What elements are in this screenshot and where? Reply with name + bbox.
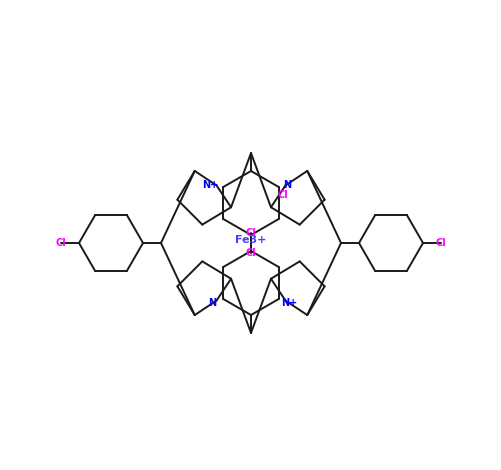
Text: Cl: Cl — [56, 238, 66, 248]
Text: N+: N+ — [282, 298, 298, 307]
Text: N: N — [208, 298, 216, 307]
Text: Cl: Cl — [245, 228, 257, 238]
Text: Cl: Cl — [278, 190, 289, 200]
Text: N+: N+ — [202, 180, 218, 190]
Text: Cl: Cl — [436, 238, 446, 248]
Text: Fe3+: Fe3+ — [235, 235, 267, 245]
Text: N: N — [284, 180, 292, 190]
Text: Cl: Cl — [245, 248, 257, 258]
